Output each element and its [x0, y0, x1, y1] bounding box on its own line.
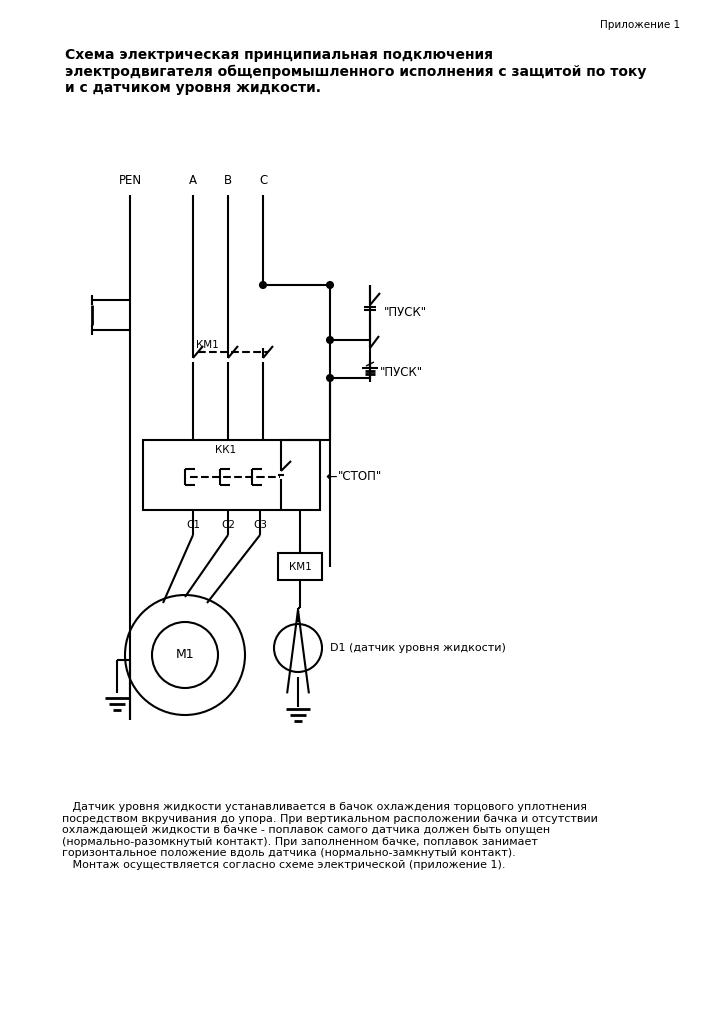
Text: "ПУСК": "ПУСК": [380, 366, 423, 379]
Text: "СТОП": "СТОП": [338, 470, 382, 483]
Text: "ПУСК": "ПУСК": [384, 306, 427, 319]
Text: C: C: [259, 174, 267, 187]
Text: КМ1: КМ1: [289, 561, 311, 571]
Circle shape: [327, 282, 333, 288]
Text: C2: C2: [221, 520, 235, 530]
Circle shape: [260, 282, 266, 288]
Text: A: A: [189, 174, 197, 187]
Circle shape: [152, 622, 218, 688]
Circle shape: [327, 337, 333, 343]
Text: Датчик уровня жидкости устанавливается в бачок охлаждения торцового уплотнения
п: Датчик уровня жидкости устанавливается в…: [62, 802, 598, 870]
Text: B: B: [224, 174, 232, 187]
Text: ←: ←: [325, 470, 337, 484]
Text: D1 (датчик уровня жидкости): D1 (датчик уровня жидкости): [330, 643, 506, 653]
Circle shape: [274, 624, 322, 672]
Text: КМ1: КМ1: [196, 340, 219, 350]
Text: М1: М1: [176, 648, 194, 662]
Text: C3: C3: [253, 520, 267, 530]
Text: C1: C1: [186, 520, 200, 530]
Circle shape: [327, 375, 333, 381]
Text: Приложение 1: Приложение 1: [600, 20, 680, 30]
Text: КК1: КК1: [216, 445, 237, 455]
Bar: [278, 553, 322, 580]
Circle shape: [125, 595, 245, 715]
Text: PEN: PEN: [119, 174, 142, 187]
Bar: [143, 440, 320, 510]
Text: Схема электрическая принципиальная подключения
электродвигателя общепромышленног: Схема электрическая принципиальная подкл…: [65, 48, 647, 95]
